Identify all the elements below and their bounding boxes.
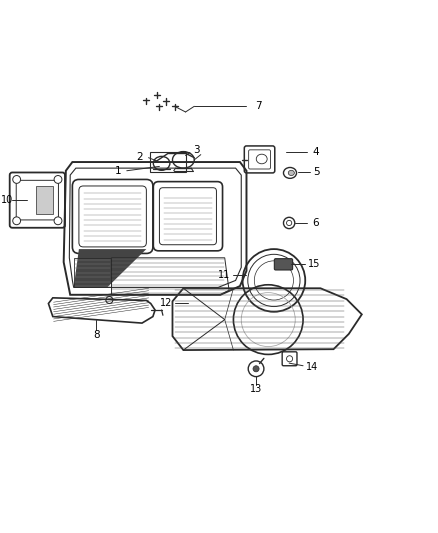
Text: 6: 6 (312, 218, 318, 228)
Circle shape (54, 217, 62, 225)
Text: 8: 8 (93, 330, 99, 340)
Text: 4: 4 (313, 148, 319, 157)
Circle shape (13, 175, 21, 183)
Text: 14: 14 (306, 361, 318, 372)
Text: 13: 13 (250, 384, 262, 394)
Text: 2: 2 (137, 152, 143, 162)
Text: 7: 7 (255, 101, 262, 111)
Text: 12: 12 (160, 298, 172, 309)
Circle shape (54, 175, 62, 183)
Ellipse shape (288, 171, 294, 175)
Text: 1: 1 (115, 166, 121, 176)
Polygon shape (74, 249, 146, 287)
Text: 15: 15 (308, 260, 320, 269)
Bar (36, 186, 53, 214)
Text: 5: 5 (314, 167, 320, 176)
Text: 3: 3 (193, 145, 200, 155)
Circle shape (253, 366, 259, 372)
Text: 11: 11 (218, 270, 230, 280)
FancyBboxPatch shape (274, 259, 293, 270)
Circle shape (13, 217, 21, 225)
Text: 10: 10 (1, 195, 13, 205)
